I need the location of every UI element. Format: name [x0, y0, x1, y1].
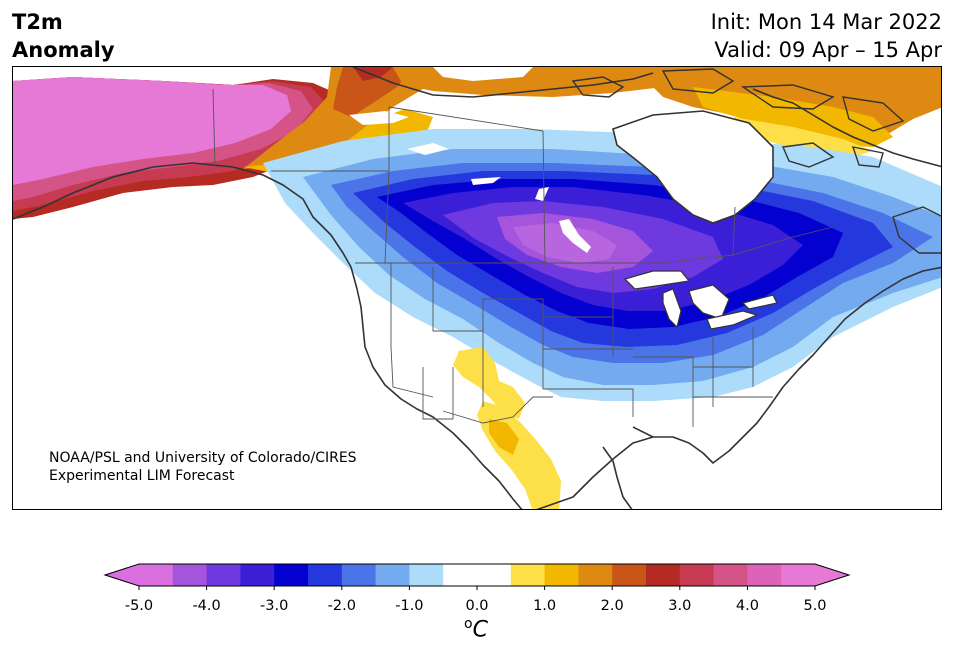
colorbar-tick-label: 2.0	[600, 598, 624, 614]
credit-line-1: NOAA/PSL and University of Colorado/CIRE…	[49, 450, 357, 466]
colorbar-tick-label: 5.0	[803, 598, 827, 614]
colorbar-segment	[747, 564, 782, 586]
anomaly-map-svg	[13, 67, 941, 509]
title-variable: T2m	[12, 10, 63, 34]
credit-line-2: Experimental LIM Forecast	[49, 468, 235, 484]
great-lakes	[623, 270, 778, 330]
hudson-bay	[613, 111, 773, 223]
colorbar-segment	[578, 564, 613, 586]
colorbar-extend-min	[105, 564, 139, 586]
colorbar-segment	[510, 564, 546, 586]
coastlines	[13, 67, 941, 509]
political-borders	[212, 88, 834, 427]
colorbar-unit: oC	[464, 616, 488, 643]
colorbar-segment	[308, 564, 343, 586]
southwest-warm-anomaly	[453, 347, 561, 509]
colorbar-svg	[103, 563, 851, 590]
colorbar-tick-label: 0.0	[465, 598, 489, 614]
init-date: Init: Mon 14 Mar 2022	[710, 10, 942, 34]
colorbar-segment	[646, 564, 681, 586]
colorbar-segment	[443, 564, 478, 586]
colorbar-extend-max	[815, 564, 849, 586]
colorbar-segment	[713, 564, 748, 586]
canadian-lakes	[349, 111, 591, 253]
colorbar-segment	[375, 564, 410, 586]
colorbar-tick-label: -4.0	[192, 598, 221, 614]
colorbar-segment	[206, 564, 241, 586]
valid-dates: Valid: 09 Apr – 15 Apr	[714, 38, 942, 62]
anomaly-map	[12, 66, 942, 510]
colorbar-segment	[341, 564, 377, 586]
forecast-dates: Init: Mon 14 Mar 2022 Valid: 09 Apr – 15…	[711, 8, 942, 64]
arctic-islands	[571, 68, 941, 254]
colorbar-tick-label: -1.0	[395, 598, 424, 614]
colorbar-segment	[679, 564, 715, 586]
title-anomaly: Anomaly	[12, 38, 115, 62]
colorbar-tick-label: 4.0	[735, 598, 759, 614]
colorbar-tick-label: 1.0	[533, 598, 557, 614]
credit-text: NOAA/PSL and University of Colorado/CIRE…	[49, 449, 357, 485]
colorbar-segment	[612, 564, 647, 586]
colorbar-tick-label: -3.0	[260, 598, 289, 614]
colorbar-segment	[274, 564, 309, 586]
colorbar-segment	[544, 564, 579, 586]
colorbar: -5.0 -4.0 -3.0 -2.0 -1.0 0.0 1.0 2.0 3.0 4.0 5.0 o…	[0, 560, 953, 656]
colorbar-tick-label: -2.0	[327, 598, 356, 614]
map-title: T2m Anomaly	[12, 8, 115, 64]
colorbar-tick-label: -5.0	[124, 598, 154, 614]
colorbar-segment	[477, 564, 512, 586]
colorbar-segment	[139, 564, 174, 586]
colorbar-segment	[781, 564, 816, 586]
colorbar-segment	[240, 564, 275, 586]
colorbar-tick-label: 3.0	[668, 598, 692, 614]
colorbar-segment	[409, 564, 444, 586]
colorbar-segment	[172, 564, 208, 586]
